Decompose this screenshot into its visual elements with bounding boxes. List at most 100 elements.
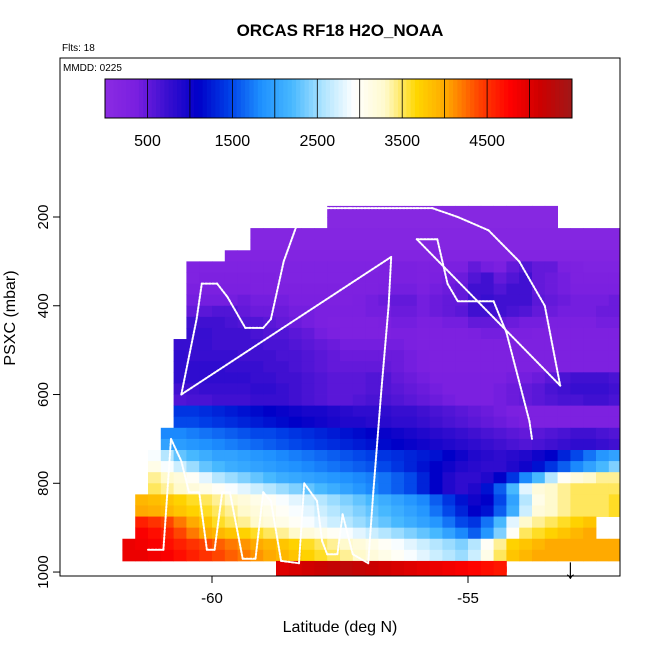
flight-track-segment [180, 460, 190, 494]
heatmap-cell [327, 527, 341, 540]
heatmap-cell [404, 261, 418, 273]
heatmap-cell [608, 450, 621, 462]
heatmap-cell [365, 327, 379, 340]
heatmap-cell [442, 538, 456, 551]
heatmap-cell [416, 505, 430, 517]
heatmap-cell [263, 461, 277, 473]
colorbar-segment [410, 79, 416, 118]
heatmap-cell [480, 339, 494, 351]
heatmap-cell [212, 383, 226, 395]
heatmap-cell [378, 494, 392, 506]
flight-track-segment [262, 318, 272, 329]
heatmap-cell [557, 228, 571, 240]
heatmap-cell [493, 527, 507, 540]
colorbar-segment [491, 79, 497, 118]
heatmap-cell [378, 516, 392, 529]
heatmap-cell [480, 505, 494, 517]
heatmap-cell [608, 483, 621, 495]
heatmap-cell [340, 361, 354, 373]
heatmap-cell [365, 305, 379, 318]
heatmap-cell [340, 339, 354, 351]
heatmap-cell [199, 350, 213, 362]
heatmap-cell [442, 394, 456, 407]
colorbar-segment [308, 79, 314, 118]
colorbar-segment [266, 79, 272, 118]
heatmap-cell [519, 316, 533, 329]
flight-track-segment [505, 331, 531, 423]
heatmap-cell [608, 272, 621, 284]
heatmap-cell [570, 405, 584, 418]
heatmap-cell [416, 438, 430, 451]
heatmap-cell [352, 294, 366, 307]
colorbar-segment [457, 79, 463, 118]
heatmap-cell [276, 472, 290, 484]
heatmap-cell [212, 549, 226, 562]
heatmap-cell [404, 416, 418, 429]
heatmap-cell [378, 438, 392, 451]
heatmap-cell [340, 239, 354, 251]
heatmap-cell [416, 461, 430, 473]
heatmap-cell [352, 228, 366, 240]
colorbar-segment [346, 79, 352, 118]
heatmap-cell [160, 427, 174, 440]
heatmap-cell [416, 283, 430, 296]
heatmap-cell [404, 217, 418, 229]
heatmap-cell [301, 450, 315, 462]
heatmap-cell [186, 394, 200, 407]
heatmap-cell [468, 217, 482, 229]
heatmap-cell [608, 228, 621, 240]
heatmap-cell [468, 494, 482, 506]
heatmap-cell [544, 416, 558, 429]
flight-track-segment [487, 229, 521, 263]
heatmap-cell [186, 461, 200, 473]
heatmap-cell [301, 427, 315, 440]
heatmap-cell [519, 350, 533, 362]
heatmap-cell [608, 372, 621, 384]
heatmap-cell [442, 294, 456, 307]
heatmap-cell [493, 566, 507, 577]
heatmap-cell [404, 505, 418, 517]
colorbar-segment [380, 79, 386, 118]
heatmap-cell [186, 283, 200, 296]
heatmap-cell [250, 427, 264, 440]
heatmap-cell [468, 505, 482, 517]
heatmap-cell [493, 405, 507, 418]
heatmap-cell [544, 450, 558, 462]
heatmap-cell [596, 549, 610, 562]
heatmap-cell [378, 549, 392, 562]
heatmap-cell [327, 461, 341, 473]
heatmap-cell [468, 416, 482, 429]
heatmap-cell [493, 239, 507, 251]
heatmap-cell [237, 427, 251, 440]
colorbar-segment [427, 79, 433, 118]
colorbar-segment [555, 79, 560, 118]
heatmap-cell [480, 372, 494, 384]
heatmap-cell [493, 217, 507, 229]
heatmap-cell [276, 461, 290, 473]
heatmap-cell [224, 361, 238, 373]
mmdd-annotation: MMDD: 0225 [63, 63, 122, 74]
heatmap-cell [173, 494, 187, 506]
heatmap-cell [493, 339, 507, 351]
heatmap-cell [365, 239, 379, 251]
heatmap-cell [237, 450, 251, 462]
heatmap-cell [455, 538, 469, 551]
heatmap-cell [506, 294, 520, 307]
heatmap-cell [468, 272, 482, 284]
heatmap-cell [276, 250, 290, 262]
heatmap-cell [455, 450, 469, 462]
heatmap-cell [314, 505, 328, 517]
heatmap-cell [135, 538, 149, 551]
heatmap-cell [314, 538, 328, 551]
flight-track-segment [226, 295, 247, 329]
heatmap-cell [391, 472, 405, 484]
heatmap-cell [480, 217, 494, 229]
heatmap-cell [340, 438, 354, 451]
heatmap-cell [519, 217, 533, 229]
heatmap-cell [263, 549, 277, 562]
heatmap-cell [314, 239, 328, 251]
y-axis-label: PSXC (mbar) [2, 270, 19, 365]
colorbar-segment [338, 79, 344, 118]
heatmap-cell [532, 261, 546, 273]
heatmap-cell [276, 316, 290, 329]
